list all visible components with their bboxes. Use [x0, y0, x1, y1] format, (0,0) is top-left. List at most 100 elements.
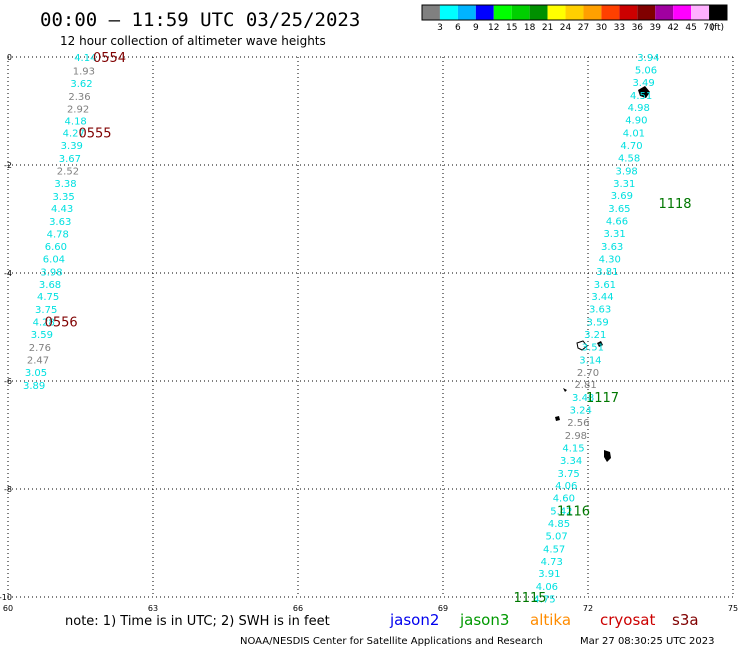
swh-value-label: 3.21: [584, 330, 606, 341]
swh-value-label: 3.14: [579, 355, 601, 366]
swh-value-label: 3.59: [31, 330, 53, 341]
swh-value-label: 4.78: [47, 230, 69, 241]
swh-value-label: 3.67: [59, 154, 81, 165]
swh-value-label: 3.61: [594, 280, 616, 291]
swh-value-label: 6.60: [45, 242, 67, 253]
island-shape: [563, 388, 567, 392]
land-outlines: [555, 86, 650, 462]
colorbar-swatch: [439, 5, 458, 20]
swh-value-label: 1.93: [73, 67, 95, 78]
colorbar-label: 33: [614, 23, 625, 33]
swh-value-label: 3.35: [52, 192, 74, 203]
swh-value-label: 3.63: [49, 217, 71, 228]
swh-value-label: 3.24: [570, 406, 592, 417]
colorbar-label: 24: [560, 23, 572, 33]
swh-value-label: 3.62: [70, 79, 92, 90]
swh-value-label: 4.28: [33, 318, 55, 329]
colorbar-swatch: [673, 5, 692, 20]
swh-value-label: 2.52: [57, 166, 79, 177]
swh-value-label: 3.05: [25, 368, 47, 379]
swh-value-label: 4.90: [625, 116, 647, 127]
swh-value-label: 4.06: [555, 481, 577, 492]
swh-values: 4.14 1.933.62 2.362.92 4.184.273.39 3.672.52…: [23, 53, 660, 606]
colorbar-label: 15: [506, 23, 517, 33]
colorbar-swatch: [655, 5, 674, 20]
swh-value-label: 5.07: [545, 531, 567, 542]
swh-value-label: 4.30: [599, 254, 621, 265]
swh-value-label: 4.98: [628, 103, 650, 114]
y-tick-label: -6: [4, 377, 12, 386]
swh-value-label: 3.49: [632, 78, 654, 89]
swh-value-label: 2.70: [577, 368, 599, 379]
colorbar-swatch: [583, 5, 602, 20]
swh-value-label: 3.59: [587, 318, 609, 329]
colorbar-label: 9: [473, 23, 479, 33]
swh-value-label: 3.31: [613, 179, 635, 190]
chart-subtitle: 12 hour collection of altimeter wave hei…: [60, 34, 326, 48]
colorbar-label: 21: [542, 23, 553, 33]
footer-timestamp: Mar 27 08:30:25 UTC 2023: [580, 636, 715, 647]
swh-value-label: 3.38: [54, 179, 76, 190]
swh-value-label: 4.51: [630, 91, 652, 102]
colorbar-swatch: [709, 5, 727, 20]
swh-value-label: 2.92: [67, 104, 89, 115]
swh-value-label: 4.43: [51, 204, 73, 215]
swh-value-label: 3.89: [23, 381, 45, 392]
footer-note: note: 1) Time is in UTC; 2) SWH is in fe…: [65, 614, 330, 629]
axis-tick-labels: 60 63 66 69 72 75 0 -2 -4 -6 -8 -10: [0, 53, 738, 613]
island-shape: [576, 340, 588, 351]
swh-value-label: 3.31: [603, 229, 625, 240]
swh-value-label: 4.18: [65, 117, 87, 128]
pass-time-label: 1116: [557, 505, 590, 520]
pass-time-labels: 0554 0555 0556 1118 1117 1116 1115: [45, 51, 692, 606]
swh-value-label: 4.06: [536, 582, 558, 593]
y-tick-label: -4: [4, 269, 12, 278]
colorbar-unit: (ft): [710, 23, 724, 33]
x-tick-label: 75: [728, 604, 738, 613]
swh-value-label: 2.56: [567, 418, 589, 429]
colorbar-swatch: [511, 5, 530, 20]
colorbar-label: 42: [667, 23, 678, 33]
mission-legend: jason2 jason3 altika cryosat s3a: [389, 611, 699, 629]
colorbar-label: 39: [650, 23, 662, 33]
colorbar-label: 70: [703, 23, 715, 33]
island-shape: [555, 416, 560, 421]
swh-value-label: 3.63: [589, 305, 611, 316]
swh-value-label: 3.48: [572, 393, 594, 404]
island-shape: [597, 341, 603, 347]
colorbar-label: 45: [685, 23, 696, 33]
colorbar-swatch: [475, 5, 494, 20]
swh-value-label: 4.15: [562, 443, 584, 454]
swh-value-label: 3.63: [601, 242, 623, 253]
plot-grid: [7, 56, 734, 598]
swh-value-label: 3.34: [560, 456, 582, 467]
color-scale-legend: 3 6 9 12 15 18 21 24 27 30 33 36 39 42 45 70(ft): [421, 4, 728, 33]
swh-value-label: 2.98: [565, 431, 587, 442]
x-tick-label: 63: [148, 604, 158, 613]
y-tick-label: 0: [7, 53, 12, 62]
swh-value-label: 3.94: [637, 53, 659, 64]
colorbar-swatch: [493, 5, 512, 20]
pass-time-label: 1118: [658, 197, 691, 212]
swh-value-label: 2.76: [29, 343, 51, 354]
swh-value-label: 6.04: [43, 254, 65, 265]
swh-value-label: 3.51: [582, 342, 604, 353]
mission-label: cryosat: [600, 611, 655, 629]
island-shape: [638, 86, 650, 98]
swh-value-label: 3.44: [591, 292, 613, 303]
pass-time-label: 1117: [586, 391, 619, 406]
swh-value-label: 3.68: [39, 280, 61, 291]
colorbar-label: 36: [632, 23, 644, 33]
swh-value-label: 5.42: [550, 507, 572, 518]
swh-value-label: 4.85: [548, 519, 570, 530]
swh-value-label: 4.57: [543, 544, 565, 555]
swh-value-label: 3.91: [538, 569, 560, 580]
mission-label: altika: [530, 611, 571, 629]
swh-value-label: 5.06: [635, 65, 657, 76]
swh-value-label: 3.65: [608, 204, 630, 215]
mission-label: s3a: [672, 611, 699, 629]
footer-credit: NOAA/NESDIS Center for Satellite Applica…: [240, 636, 543, 647]
colorbar-label: 30: [596, 23, 608, 33]
colorbar-label: 3: [437, 23, 443, 33]
